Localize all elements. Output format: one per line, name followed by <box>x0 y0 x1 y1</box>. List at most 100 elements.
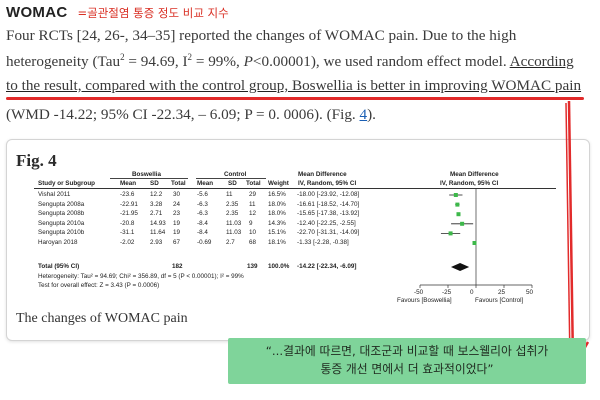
study-cell-mean_c: -0.69 <box>197 239 212 246</box>
study-cell-weight: 18.0% <box>268 200 286 208</box>
study-cell-mean_e: -22.91 <box>120 200 138 208</box>
point-estimate <box>460 221 465 226</box>
study-cell-mean_e: -23.6 <box>120 191 135 198</box>
axis-label-right: Favours [Control] <box>475 297 524 304</box>
col-total-ctrl: Total <box>246 180 261 187</box>
study-cell-n_e: 19 <box>173 229 181 237</box>
study-cell-mean_c: -6.3 <box>197 200 208 208</box>
overall-effect: Test for overall effect: Z = 3.43 (P = 0… <box>38 282 160 289</box>
study-cell-n_e: 23 <box>173 210 181 218</box>
study-cell-ci_text: -18.00 [-23.92, -12.08] <box>297 191 360 198</box>
study-cell-name: Sengupta 2010a <box>38 219 85 227</box>
header: WOMAC =골관절염 통증 정도 비교 지수 <box>6 4 229 24</box>
col-study: Study or Subgroup <box>38 180 96 187</box>
col-total-exp: Total <box>171 180 186 187</box>
study-cell-mean_c: -6.3 <box>197 210 208 218</box>
study-cell-ci_text: -1.33 [-2.28, -0.38] <box>297 239 349 246</box>
study-cell-name: Sengupta 2008a <box>38 200 85 208</box>
study-cell-mean_c: -5.6 <box>197 191 208 198</box>
study-cell-mean_c: -8.4 <box>197 229 208 237</box>
study-cell-name: Sengupta 2010b <box>38 229 85 237</box>
study-cell-weight: 18.0% <box>268 210 286 218</box>
study-cell-name: Haroyan 2018 <box>38 239 78 246</box>
col-weight: Weight <box>268 180 289 187</box>
header-note: =골관절염 통증 정도 비교 지수 <box>77 6 229 20</box>
axis-tick-label: -25 <box>442 289 452 296</box>
paragraph-line-1: Four RCTs [24, 26-, 34–35] reported the … <box>6 27 517 44</box>
axis-label-left: Favours [Boswellia] <box>397 297 452 304</box>
red-underline-annotation <box>6 97 584 100</box>
fig-4-link[interactable]: 4 <box>359 106 368 123</box>
study-cell-ci_text: -16.61 [-18.52, -14.70] <box>297 200 360 208</box>
total-md: -14.22 [-22.34, -6.09] <box>297 263 357 270</box>
total-ctrl: 139 <box>247 263 258 270</box>
study-cell-sd_c: 2.7 <box>226 239 235 246</box>
study-cell-n_c: 10 <box>249 229 257 237</box>
study-cell-sd_e: 14.93 <box>150 219 166 227</box>
study-cell-n_c: 12 <box>249 210 257 218</box>
study-cell-sd_e: 2.71 <box>150 210 163 218</box>
study-cell-name: Sengupta 2008b <box>38 210 85 218</box>
total-exp: 182 <box>172 263 183 270</box>
axis-tick-label: 0 <box>470 289 474 296</box>
study-cell-sd_c: 11.03 <box>226 219 242 227</box>
study-cell-n_e: 30 <box>173 191 181 198</box>
col-sd-ctrl: SD <box>228 180 237 187</box>
study-cell-sd_c: 2.35 <box>226 200 239 208</box>
point-estimate <box>453 193 458 197</box>
study-cell-n_c: 9 <box>249 219 253 227</box>
study-cell-n_c: 29 <box>249 191 257 198</box>
group-boswellia: Boswellia <box>132 171 162 178</box>
callout-line-1: “...결과에 따르면, 대조군과 비교할 때 보스웰리아 섭취가 <box>265 344 549 358</box>
study-cell-sd_c: 11 <box>226 191 233 198</box>
study-cell-name: Vishal 2011 <box>38 191 71 198</box>
study-cell-mean_e: -21.95 <box>120 210 138 218</box>
study-cell-ci_text: -22.70 [-31.31, -14.09] <box>297 229 360 237</box>
study-cell-ci_text: -12.40 [-22.25, -2.55] <box>297 219 356 227</box>
group-control: Control <box>224 171 247 178</box>
callout-line-2: 통증 개선 면에서 더 효과적이었다” <box>320 362 494 376</box>
study-cell-mean_e: -2.02 <box>120 239 135 246</box>
study-cell-n_c: 68 <box>249 239 257 246</box>
highlight-start: According <box>509 53 574 71</box>
callout-box: “...결과에 따르면, 대조군과 비교할 때 보스웰리아 섭취가 통증 개선 … <box>228 338 586 384</box>
point-estimate <box>456 212 461 217</box>
study-cell-sd_c: 2.35 <box>226 210 239 218</box>
figure-caption: The changes of WOMAC pain <box>16 311 188 326</box>
study-cell-weight: 18.1% <box>268 239 286 246</box>
axis-tick-label: 50 <box>526 289 534 296</box>
study-cell-sd_e: 11.64 <box>150 229 166 237</box>
study-cell-n_c: 11 <box>249 200 256 208</box>
md-sub-left: IV, Random, 95% CI <box>298 180 357 187</box>
point-estimate <box>472 241 477 245</box>
md-sub-right: IV, Random, 95% CI <box>440 180 499 187</box>
paragraph-line-2: heterogeneity (Tau2 = 94.69, I2 = 99%, P… <box>6 52 574 71</box>
group-rule-exp <box>110 178 188 179</box>
study-cell-sd_c: 11.03 <box>226 229 242 237</box>
group-rule-ctrl <box>196 178 266 179</box>
total-weight: 100.0% <box>268 263 290 270</box>
col-mean-ctrl: Mean <box>197 180 214 187</box>
study-cell-sd_e: 12.2 <box>150 191 163 198</box>
axis-tick-label: -50 <box>414 289 424 296</box>
study-cell-weight: 16.5% <box>268 191 286 198</box>
md-header-left: Mean Difference <box>298 171 347 178</box>
paragraph-line-4: (WMD -14.22; 95% CI -22.34, – 6.09; P = … <box>6 106 376 123</box>
header-rule <box>34 188 556 189</box>
study-cell-n_e: 24 <box>173 200 181 208</box>
study-cell-mean_e: -31.1 <box>120 229 135 237</box>
header-title: WOMAC <box>6 4 68 21</box>
paragraph-line-3-highlight: to the result, compared with the control… <box>6 77 582 94</box>
study-cell-sd_e: 2.93 <box>150 239 163 246</box>
study-cell-ci_text: -15.65 [-17.38, -13.92] <box>297 210 360 218</box>
figure-label: Fig. 4 <box>16 151 57 170</box>
col-mean-exp: Mean <box>120 180 137 187</box>
study-cell-weight: 14.3% <box>268 219 286 227</box>
heterogeneity: Heterogeneity: Tau² = 94.69; Chi² = 356.… <box>38 273 244 280</box>
pooled-diamond <box>450 263 470 271</box>
axis-tick-label: 25 <box>498 289 506 296</box>
point-estimate <box>455 202 460 207</box>
md-header-right: Mean Difference <box>450 171 499 178</box>
figure-box <box>6 139 590 341</box>
